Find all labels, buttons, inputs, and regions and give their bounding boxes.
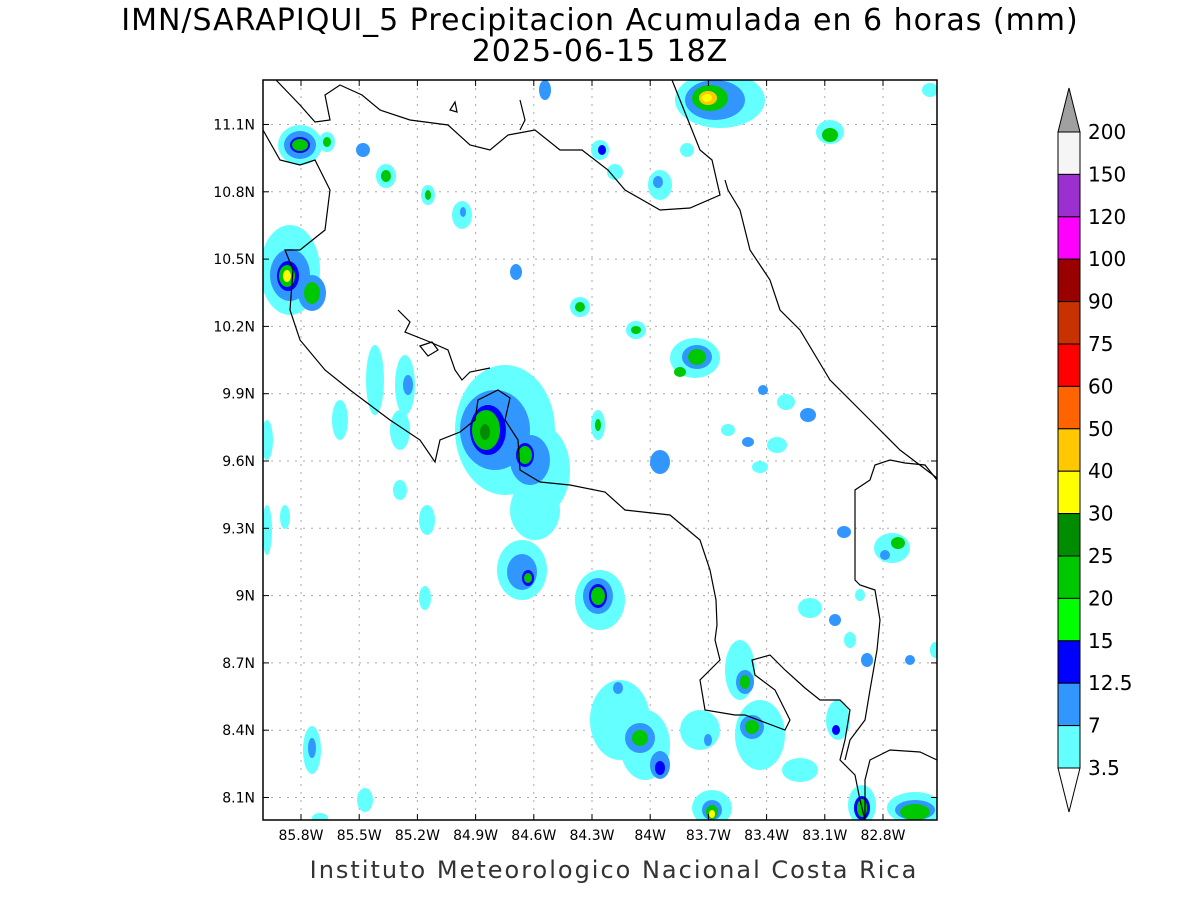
colorbar-swatch [1057, 385, 1081, 430]
lat-tick-label: 10.2N [213, 319, 255, 335]
colorbar-swatch [1057, 513, 1081, 557]
precip-cell [575, 570, 625, 630]
colorbar-label: 60 [1088, 374, 1113, 398]
lat-tick-label: 8.4N [222, 723, 255, 739]
lat-tick-label: 10.5N [213, 252, 255, 268]
colorbar-swatch [1057, 301, 1081, 345]
colorbar-legend: 200 150 120 100 90 75 60 50 40 30 25 20 15 12.5 7 3.5 [1057, 87, 1133, 813]
colorbar-swatch [1057, 640, 1081, 684]
colorbar-label: 90 [1088, 290, 1113, 314]
colorbar-label: 150 [1088, 162, 1126, 186]
colorbar-swatch [1057, 555, 1081, 599]
map-frame [262, 79, 938, 821]
colorbar-swatch [1057, 343, 1081, 387]
colorbar-label: 12.5 [1088, 671, 1133, 695]
latitude-axis: 11.1N 10.8N 10.5N 10.2N 9.9N 9.6N 9.3N 9N 8.7N 8.… [213, 118, 937, 807]
precipitation-field [263, 80, 937, 820]
colorbar-swatch [1057, 470, 1081, 515]
lon-tick-label: 85.5W [337, 828, 382, 844]
lat-tick-label: 9.6N [222, 454, 255, 470]
colorbar-label: 120 [1088, 205, 1126, 229]
colorbar-label: 15 [1088, 629, 1113, 653]
lon-tick-label: 84.9W [453, 828, 498, 844]
lat-tick-label: 8.1N [222, 791, 255, 807]
colorbar-top-arrow [1057, 87, 1081, 133]
colorbar-label: 20 [1088, 586, 1113, 610]
lon-tick-label: 83.4W [744, 828, 789, 844]
lon-tick-label: 82.8W [860, 828, 905, 844]
precip-cell-main [455, 365, 570, 540]
lon-tick-label: 83.7W [686, 828, 731, 844]
precip-cell [497, 540, 547, 600]
colorbar-label: 100 [1088, 247, 1126, 271]
colorbar-swatch [1057, 682, 1081, 727]
map-datetime: 2025-06-15 18Z [471, 34, 729, 69]
colorbar-label: 40 [1088, 459, 1113, 483]
colorbar-swatch [1057, 428, 1081, 472]
footer-credit: Instituto Meteorologico Nacional Costa R… [309, 856, 919, 884]
colorbar-label: 75 [1088, 332, 1113, 356]
lat-tick-label: 9.9N [222, 387, 255, 403]
colorbar-swatch [1057, 258, 1081, 303]
lat-tick-label: 10.8N [213, 185, 255, 201]
lat-tick-label: 11.1N [213, 118, 255, 134]
precip-cell [278, 125, 322, 165]
colorbar-label: 200 [1088, 120, 1126, 144]
lon-tick-label: 85.2W [395, 828, 440, 844]
colorbar-swatch [1057, 173, 1081, 218]
colorbar-swatch [1057, 725, 1081, 769]
map-title: IMN/SARAPIQUI_5 Precipitacion Acumulada … [121, 3, 1079, 38]
colorbar-label: 50 [1088, 417, 1113, 441]
lon-tick-label: 84W [634, 828, 666, 844]
colorbar-label: 3.5 [1088, 756, 1120, 780]
lon-tick-label: 84.6W [511, 828, 556, 844]
colorbar-label: 7 [1088, 714, 1101, 738]
precip-cell [670, 338, 720, 378]
precip-cell [590, 680, 670, 780]
colorbar-swatch [1057, 597, 1081, 642]
precip-cell [263, 225, 326, 315]
lon-tick-label: 84.3W [569, 828, 614, 844]
colorbar-label: 30 [1088, 502, 1113, 526]
coastlines [263, 80, 937, 820]
lat-tick-label: 8.7N [222, 656, 255, 672]
colorbar-label: 25 [1088, 544, 1113, 568]
lat-tick-label: 9.3N [222, 521, 255, 537]
precip-cell [735, 700, 785, 770]
precip-cell [675, 80, 765, 128]
colorbar-bottom-arrow [1057, 767, 1081, 813]
lat-tick-label: 9N [236, 589, 255, 605]
lon-tick-label: 83.1W [802, 828, 847, 844]
precip-cell [725, 640, 755, 700]
colorbar-swatch [1057, 216, 1081, 260]
longitude-axis: 85.8W 85.5W 85.2W 84.9W 84.6W 84.3W 84W 83.7W 83… [278, 80, 906, 844]
lon-tick-label: 85.8W [278, 828, 323, 844]
precip-cell [692, 790, 732, 820]
colorbar-swatch [1057, 131, 1081, 175]
